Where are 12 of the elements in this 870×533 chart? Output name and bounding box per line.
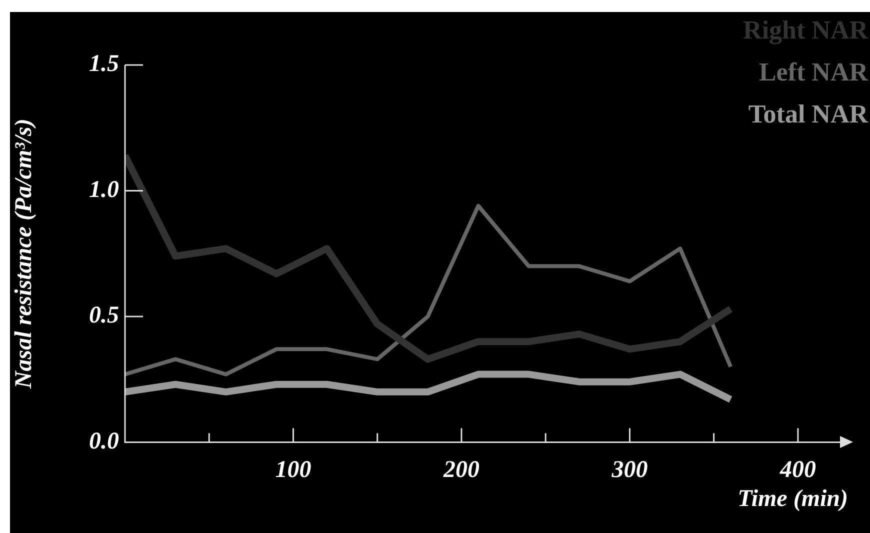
y-tick-label: 1.0	[89, 176, 119, 203]
x-axis-title: Time (min)	[738, 486, 848, 512]
y-axis-title: Nasal resistance (Pa/cm³/s)	[11, 118, 38, 390]
text: Total NAR	[748, 100, 868, 129]
text: Left NAR	[758, 58, 868, 87]
x-tick-label: 400	[778, 456, 816, 483]
x-tick-label: 100	[275, 456, 312, 483]
y-tick-label: 1.5	[89, 51, 119, 78]
y-tick-label: 0.5	[89, 302, 119, 329]
y-tick-label: 0.0	[89, 428, 119, 454]
x-tick-label: 300	[610, 456, 648, 483]
x-tick-label: 200	[442, 456, 480, 483]
